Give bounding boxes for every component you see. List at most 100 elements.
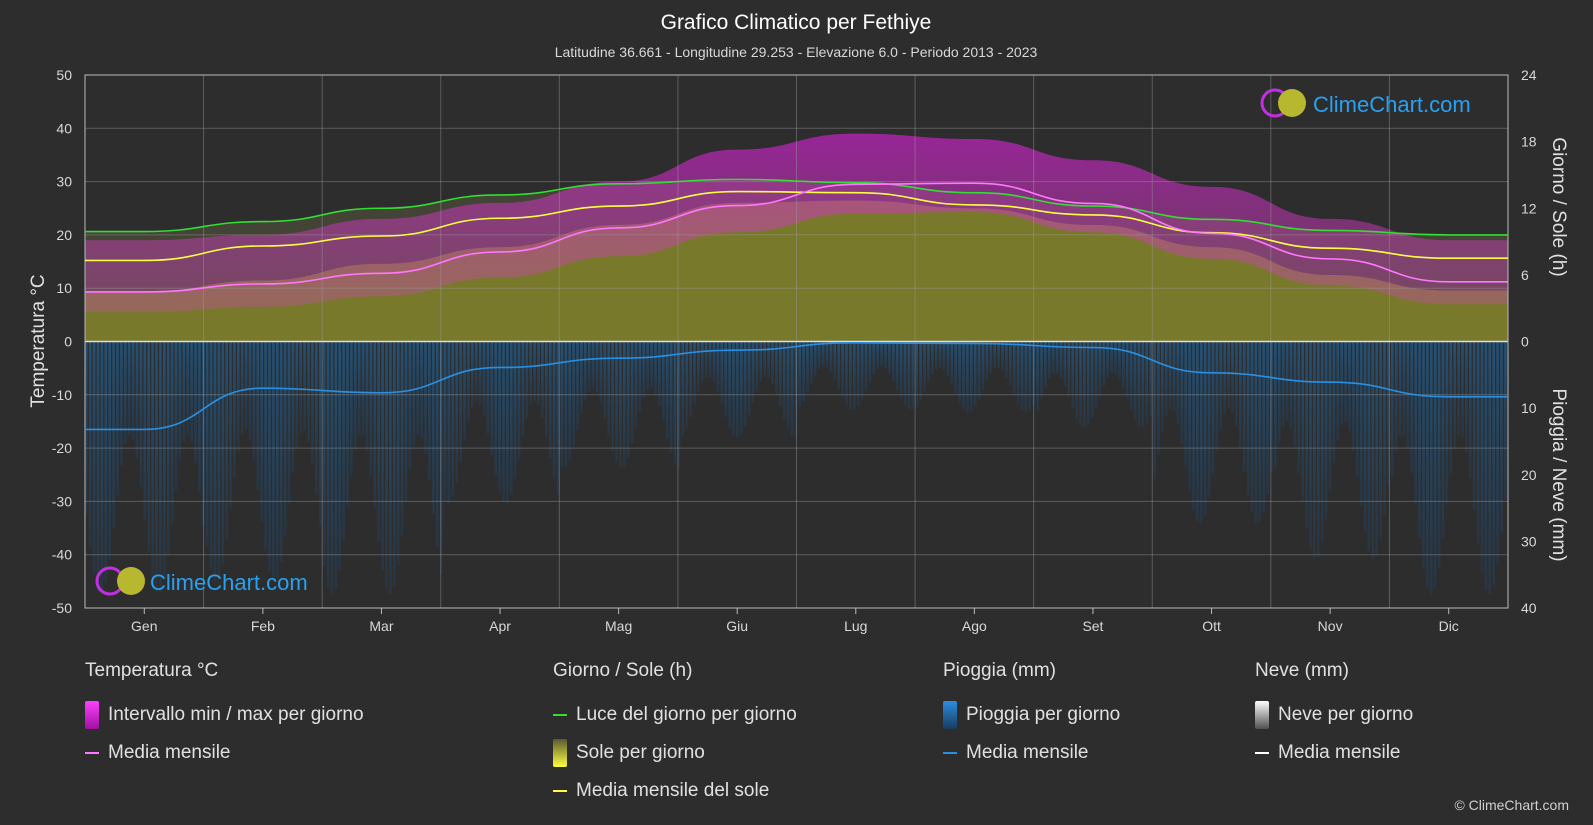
rain-day-bar — [108, 341, 111, 560]
rain-day-bar — [669, 341, 673, 454]
rain-day-bar — [1207, 341, 1211, 498]
rain-day-bar — [564, 341, 568, 467]
rain-day-bar — [907, 341, 911, 410]
rain-day-bar — [548, 341, 552, 459]
rain-day-bar — [771, 341, 774, 384]
y-left-tick: 30 — [56, 174, 72, 190]
rain-day-bar — [1348, 341, 1351, 432]
legend-temp-range-label: Intervallo min / max per giorno — [108, 704, 364, 725]
rain-day-bar — [1184, 341, 1187, 468]
rain-day-bar — [993, 341, 996, 369]
legend-snow: Neve (mm) Neve per giorno Media mensile — [1255, 660, 1413, 772]
rain-day-bar — [1125, 341, 1129, 400]
rain-day-bar — [915, 341, 918, 408]
rain-day-bar — [490, 341, 494, 456]
brand-text-top: ClimeChart.com — [1313, 92, 1471, 117]
rain-day-bar — [159, 341, 162, 594]
rain-day-bar — [1012, 341, 1016, 396]
y-right-bottom-tick: 10 — [1521, 400, 1537, 416]
rain-day-bar — [338, 341, 341, 570]
rain-day-bar — [572, 341, 575, 447]
rain-day-bar — [1196, 341, 1199, 522]
rain-day-bar — [981, 341, 985, 390]
rain-day-bar — [182, 341, 186, 442]
rain-day-bar — [510, 341, 513, 495]
rain-day-bar — [903, 341, 907, 406]
y-right-bottom-tick: 30 — [1521, 533, 1537, 549]
rain-day-bar — [408, 341, 412, 471]
rain-day-bar — [1157, 341, 1160, 455]
rain-day-bar — [194, 341, 197, 463]
legend-temperature-header: Temperatura °C — [85, 660, 219, 681]
rain-day-bar — [240, 341, 244, 435]
rain-day-bar — [743, 341, 747, 427]
rain-day-bar — [720, 341, 724, 405]
rain-day-bar — [1102, 341, 1106, 386]
rain-day-bar — [1118, 341, 1121, 380]
y-right-top-tick: 18 — [1521, 134, 1537, 150]
rain-day-bar — [708, 341, 712, 378]
rain-day-bar — [1398, 341, 1402, 438]
x-tick-label: Mar — [369, 618, 393, 634]
rain-day-bar — [420, 341, 423, 438]
rain-day-bar — [1122, 341, 1125, 389]
rain-day-bar — [973, 341, 977, 407]
rain-day-bar — [1504, 341, 1507, 500]
rain-day-bar — [1430, 341, 1433, 595]
rain-day-bar — [634, 341, 638, 428]
rain-day-bar — [1211, 341, 1215, 475]
rain-day-bar — [1500, 341, 1503, 534]
rain-day-bar — [1098, 341, 1102, 397]
rain-day-bar — [1250, 341, 1254, 513]
y-left-tick: -10 — [52, 387, 72, 403]
rain-day-bar — [759, 341, 763, 382]
rain-day-bar — [775, 341, 778, 395]
rain-day-bar — [1383, 341, 1386, 516]
legend-rain: Pioggia (mm) Pioggia per giorno Media me… — [943, 660, 1120, 772]
rain-day-bar — [665, 341, 669, 439]
y-right-bottom-tick: 40 — [1521, 600, 1537, 616]
y-left-tick: 20 — [56, 227, 72, 243]
rain-day-bar — [213, 341, 217, 581]
rain-day-bar — [958, 341, 961, 403]
rain-day-bar — [806, 341, 809, 393]
rain-day-bar — [950, 341, 954, 385]
rain-day-bar — [252, 341, 256, 461]
rain-day-bar — [1414, 341, 1417, 505]
temp-mean-line — [85, 182, 1508, 293]
rain-day-bar — [724, 341, 727, 418]
legend-temp-range: Intervallo min / max per giorno — [85, 696, 364, 734]
rain-day-bar — [1359, 341, 1363, 507]
rain-day-bar — [506, 341, 509, 503]
rain-day-bar — [1161, 341, 1164, 433]
rain-day-bar — [954, 341, 957, 394]
rain-day-bar — [155, 341, 158, 593]
rain-day-bar — [127, 341, 131, 435]
rain-day-bar — [1075, 341, 1078, 419]
rain-day-bar — [646, 341, 649, 390]
rain-day-bar — [1063, 341, 1067, 387]
rain-day-bar — [704, 341, 708, 378]
rain-day-bar — [662, 341, 665, 422]
y-left-tick: -20 — [52, 440, 72, 456]
rain-day-bar — [459, 341, 462, 463]
rain-day-bar — [1141, 341, 1145, 428]
rain-day-bar — [736, 341, 739, 438]
rain-day-bar — [794, 341, 798, 438]
rain-day-bar — [439, 341, 443, 574]
rain-day-bar — [1457, 341, 1460, 436]
rain-day-bar — [1492, 341, 1495, 586]
rain-day-bar — [389, 341, 392, 595]
rain-day-bar — [112, 341, 115, 529]
sun-mean-line — [553, 790, 567, 792]
rain-day-bar — [279, 341, 283, 562]
y-left-tick: 40 — [56, 120, 72, 136]
temp-range-band — [85, 133, 1508, 313]
y-left-tick: 0 — [64, 334, 72, 350]
rain-day-bar — [1336, 341, 1340, 440]
rain-day-bar — [435, 341, 439, 547]
rain-day-bar — [884, 341, 887, 369]
rain-day-bar — [1426, 341, 1429, 588]
rain-day-bar — [1379, 341, 1382, 540]
